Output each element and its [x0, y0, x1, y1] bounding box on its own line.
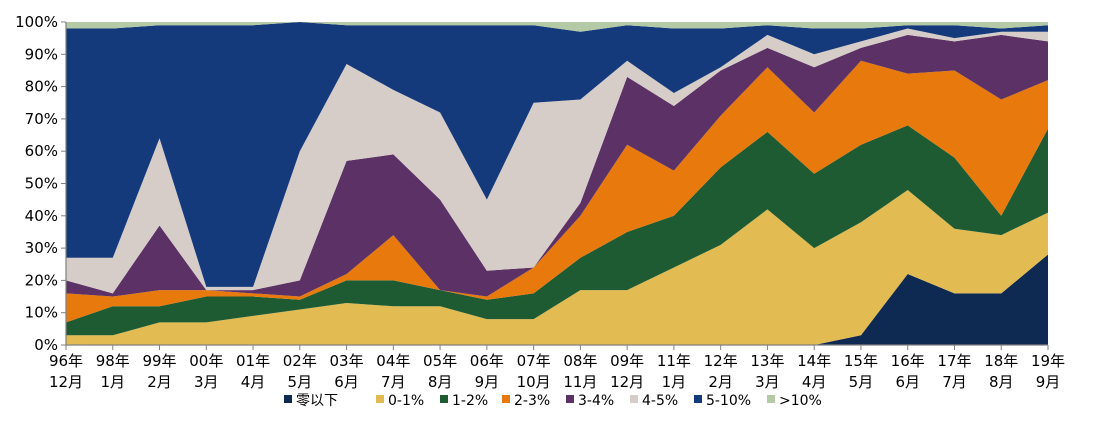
x-tick-label-year: 18年 — [984, 352, 1018, 370]
area-series-1 — [66, 254, 1048, 345]
x-tick-label-month: 10月 — [517, 373, 551, 391]
x-tick-label-year: 14年 — [797, 352, 831, 370]
y-tick-label: 50% — [25, 175, 58, 193]
x-tick-label-year: 03年 — [330, 352, 364, 370]
y-tick-label: 90% — [25, 45, 58, 63]
x-tick-label-month: 12月 — [610, 373, 644, 391]
y-tick-label: 30% — [25, 239, 58, 257]
legend-swatch — [630, 395, 638, 403]
area-series-8 — [66, 22, 1048, 32]
x-tick-label-year: 05年 — [423, 352, 457, 370]
x-tick-label-month: 5月 — [288, 373, 313, 391]
legend-label: 2-3% — [514, 393, 550, 409]
x-tick-label-year: 06年 — [470, 352, 504, 370]
x-tick-label-year: 19年 — [1031, 352, 1065, 370]
legend-label: 5-10% — [706, 393, 751, 409]
x-tick-label-year: 02年 — [283, 352, 317, 370]
x-tick-label-year: 08年 — [563, 352, 597, 370]
legend-label: >10% — [779, 393, 822, 409]
x-tick-label-year: 16年 — [891, 352, 925, 370]
x-tick-label-month: 4月 — [802, 373, 827, 391]
x-tick-label-month: 6月 — [895, 373, 920, 391]
y-tick-label: 0% — [34, 336, 58, 354]
x-tick-label-year: 09年 — [610, 352, 644, 370]
legend-swatch — [566, 395, 574, 403]
x-tick-labels: 96年 12月 98年 1月 99年 2月 00年 3月 01年 4月 02年 5月 03年 6月 04年 7… — [49, 352, 1065, 391]
y-tick-label: 20% — [25, 271, 58, 289]
axes-group — [61, 21, 1049, 350]
y-tick-label: 10% — [25, 304, 58, 322]
legend-label: 零以下 — [296, 393, 338, 409]
x-tick-label-year: 11年 — [657, 352, 691, 370]
area-series-6 — [66, 28, 1048, 294]
area-series-5 — [66, 34, 1048, 297]
x-tick-label-month: 1月 — [100, 373, 125, 391]
x-tick-label-month: 2月 — [147, 373, 172, 391]
x-tick-label-year: 07年 — [517, 352, 551, 370]
x-tick-label-month: 11月 — [563, 373, 597, 391]
y-tick-label: 60% — [25, 142, 58, 160]
x-tick-label-year: 00年 — [189, 352, 223, 370]
y-tick-labels: 0% 10% 20% 30% 40% 50% 60% 70% 80% 90% 100% — [15, 13, 58, 354]
x-tick-label-month: 5月 — [849, 373, 874, 391]
x-tick-label-year: 17年 — [937, 352, 971, 370]
area-series-3 — [66, 125, 1048, 336]
area-series-7 — [66, 22, 1048, 287]
legend-label: 1-2% — [452, 393, 488, 409]
legend-swatch — [502, 395, 510, 403]
legend-swatch — [694, 395, 702, 403]
area-series-4 — [66, 60, 1048, 323]
x-tick-label-month: 4月 — [241, 373, 266, 391]
legend: 零以下 0-1% 1-2% 2-3% 3-4% 4-5% 5-10% >10% — [284, 393, 822, 409]
x-tick-label-month: 7月 — [942, 373, 967, 391]
x-tick-label-year: 98年 — [96, 352, 130, 370]
x-tick-label-month: 8月 — [989, 373, 1014, 391]
x-tick-label-year: 15年 — [844, 352, 878, 370]
legend-swatch — [284, 395, 292, 403]
x-tick-label-year: 12年 — [704, 352, 738, 370]
x-tick-label-year: 13年 — [750, 352, 784, 370]
y-tick-label: 80% — [25, 78, 58, 96]
x-tick-label-year: 04年 — [376, 352, 410, 370]
x-tick-label-month: 1月 — [662, 373, 687, 391]
y-tick-label: 40% — [25, 207, 58, 225]
legend-label: 0-1% — [388, 393, 424, 409]
x-tick-label-month: 6月 — [334, 373, 359, 391]
x-tick-label-month: 9月 — [475, 373, 500, 391]
x-tick-label-month: 7月 — [381, 373, 406, 391]
x-tick-label-month: 8月 — [428, 373, 453, 391]
legend-label: 4-5% — [642, 393, 678, 409]
y-tick-label: 70% — [25, 110, 58, 128]
x-tick-label-month: 2月 — [708, 373, 733, 391]
x-tick-label-month: 3月 — [194, 373, 219, 391]
legend-swatch — [376, 395, 384, 403]
area-series-2 — [66, 189, 1048, 345]
x-tick-label-year: 01年 — [236, 352, 270, 370]
area-series-group — [66, 22, 1048, 345]
y-tick-label: 100% — [15, 13, 58, 31]
x-tick-label-year: 99年 — [142, 352, 176, 370]
x-tick-label-month: 12月 — [49, 373, 83, 391]
x-tick-label-year: 96年 — [49, 352, 83, 370]
legend-swatch — [767, 395, 775, 403]
legend-label: 3-4% — [578, 393, 614, 409]
x-tick-label-month: 3月 — [755, 373, 780, 391]
x-tick-label-month: 9月 — [1036, 373, 1061, 391]
legend-swatch — [440, 395, 448, 403]
